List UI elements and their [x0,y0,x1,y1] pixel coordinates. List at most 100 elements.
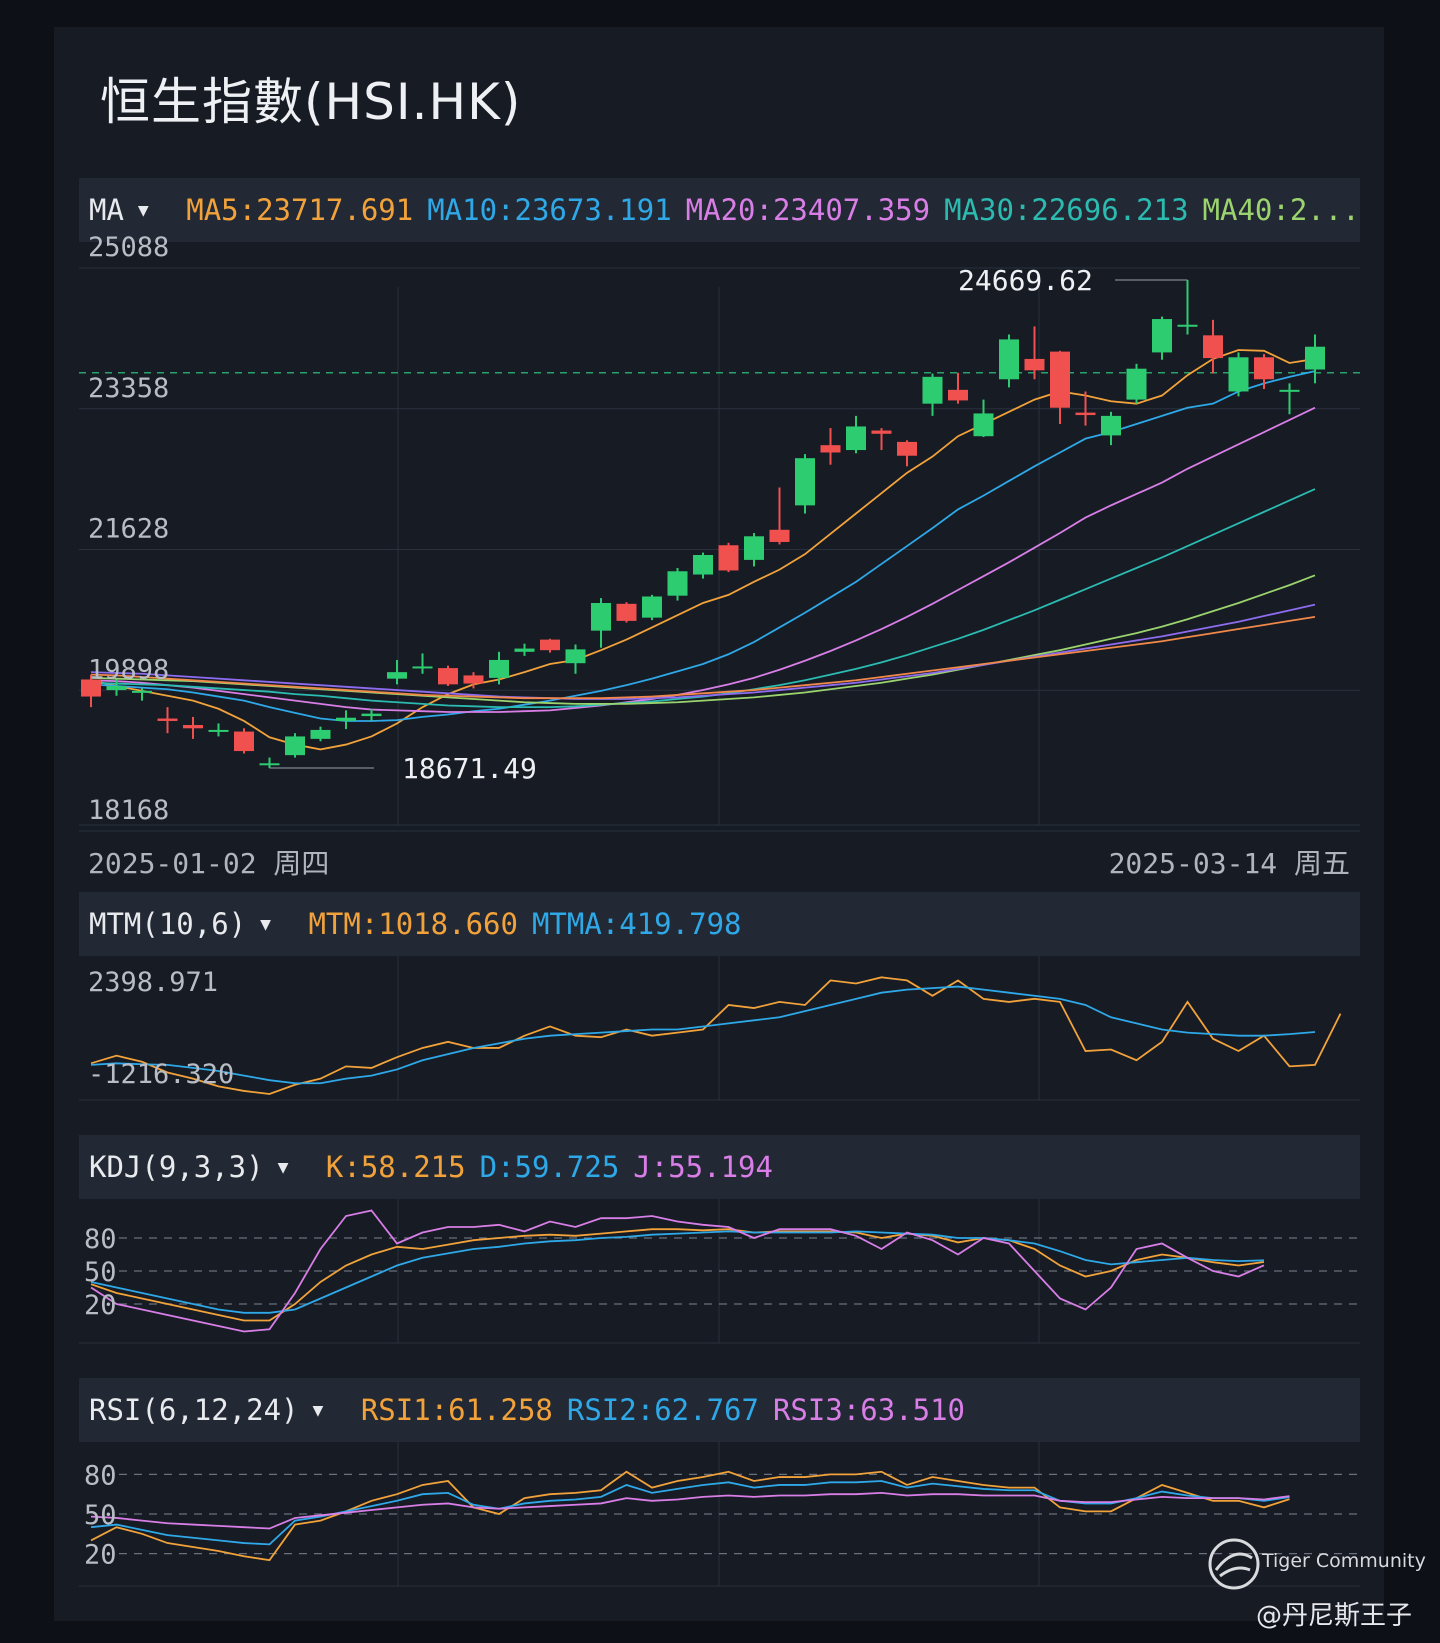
candle-body [769,529,790,542]
rsi-legend: RSI(6,12,24) ▼ RSI1:61.258 RSI2:62.767 RSI3… [89,1378,979,1442]
candle-body [897,441,917,456]
rsi1-line [90,1470,1290,1562]
rsi-lines [90,1470,1290,1562]
candle-body [1305,346,1325,370]
date-start: 2025-01-02 周四 [88,847,330,880]
candle-body [565,649,586,664]
axis-labels: 25088 23358 21628 19898 18168 24669.62 18671.4… [84,232,1093,1571]
candle-body [106,685,127,691]
candle-body [183,725,203,729]
y-tick-label: 19898 [88,654,169,685]
candle-body [693,554,713,575]
rsi3-line [90,1491,1290,1530]
level-label: 80 [84,1460,117,1491]
candle-body [259,763,280,766]
candles [81,280,1325,769]
level-label: 20 [84,1540,117,1571]
candle-body [234,731,254,752]
mtm-indicator-name[interactable]: MTM(10,6) [89,907,247,941]
candle-body [463,675,484,684]
candle-body [871,430,892,434]
chevron-down-icon[interactable]: ▼ [277,1157,289,1178]
candle-body [616,603,637,621]
candle-body [1075,412,1096,416]
chevron-down-icon[interactable]: ▼ [137,200,149,221]
candle-body [846,426,866,451]
d-line [90,1230,1265,1314]
ma10-line [90,370,1316,722]
watermark-user: @丹尼斯王子 [1256,1601,1413,1631]
mtm-max-label: 2398.971 [88,967,218,998]
kdj-header[interactable]: KDJ(9,3,3) ▼ K:58.215 D:59.725 J:55.194 [79,1135,1360,1199]
y-tick-label: 23358 [88,373,169,404]
candle-body [922,376,943,404]
candle-body [1126,368,1147,400]
candle-body [1279,389,1300,392]
candle-body [718,545,739,571]
ma-legend-item: MA20:23407.359 [685,193,931,227]
candle-body [336,717,356,721]
kdj-indicator-name[interactable]: KDJ(9,3,3) [89,1150,264,1184]
ma-legend-item: MA30:22696.213 [944,193,1189,227]
candle-body [820,445,841,453]
level-label: 20 [84,1290,117,1321]
candle-body [1228,357,1249,392]
candle-body [412,666,433,669]
mtm-legend-item: MTMA:419.798 [531,907,742,941]
ma-legend-item: MA10:23673.191 [427,193,672,227]
candle-body [973,413,994,437]
mtma-line [90,985,1316,1085]
page-title: 恒生指數(HSI.HK) [100,73,522,131]
y-tick-label: 21628 [88,514,169,545]
candle-body [81,679,101,697]
rsi-legend-item: RSI3:63.510 [772,1393,966,1427]
kdj-legend: KDJ(9,3,3) ▼ K:58.215 D:59.725 J:55.194 [89,1135,787,1199]
y-tick-label: 25088 [88,232,169,263]
kdj-legend-item: K:58.215 [325,1150,466,1184]
rsi-indicator-name[interactable]: RSI(6,12,24) [89,1393,299,1427]
candle-body [361,713,382,717]
rsi2-line [90,1480,1290,1546]
candle-body [1254,357,1274,380]
ma-indicator-name[interactable]: MA [89,193,124,227]
rsi-header[interactable]: RSI(6,12,24) ▼ RSI1:61.258 RSI2:62.767 RSI3… [79,1378,1360,1442]
chevron-down-icon[interactable]: ▼ [312,1400,324,1421]
candle-body [1152,319,1172,353]
candle-body [642,596,662,618]
mtm-header[interactable]: MTM(10,6) ▼ MTM:1018.660 MTMA:419.798 [79,892,1360,956]
ma20-line [90,406,1316,713]
mtm-legend-item: MTM:1018.660 [308,907,518,941]
high-annotation: 24669.62 [958,264,1093,297]
j-line [90,1209,1265,1333]
level-label: 80 [84,1224,117,1255]
watermark-brand: Tiger Community [1262,1550,1426,1572]
rsi-legend-item: RSI1:61.258 [360,1393,553,1427]
candle-body [489,659,509,678]
mtm-legend: MTM(10,6) ▼ MTM:1018.660 MTMA:419.798 [89,892,755,956]
date-end: 2025-03-14 周五 [1108,847,1350,880]
y-tick-label: 18168 [88,795,169,826]
candle-body [387,672,407,679]
ma-header[interactable]: MA ▼ MA5:23717.691 MA10:23673.191 MA20:2340… [79,178,1360,242]
kdj-lines [90,1209,1265,1333]
ma_extra1-line [90,603,1316,700]
ma-legend-item: MA40:2... [1202,193,1360,227]
candle-body [999,339,1019,380]
candle-body [285,736,305,756]
chevron-down-icon[interactable]: ▼ [260,914,271,935]
candle-body [438,668,458,685]
mtm-min-label: -1216.320 [88,1059,234,1090]
kdj-legend-item: D:59.725 [479,1150,620,1184]
ma_extra2-line [90,615,1316,700]
tiger-logo-icon [1208,1538,1260,1590]
candle-body [540,639,560,651]
candle-body [667,571,688,596]
candle-body [795,458,815,506]
kdj-legend-item: J:55.194 [633,1150,773,1184]
k-line [90,1228,1265,1322]
candle-body [1050,351,1070,408]
mtm-line [90,976,1342,1095]
grid-layer [79,267,1360,1587]
candle-body [208,729,229,732]
